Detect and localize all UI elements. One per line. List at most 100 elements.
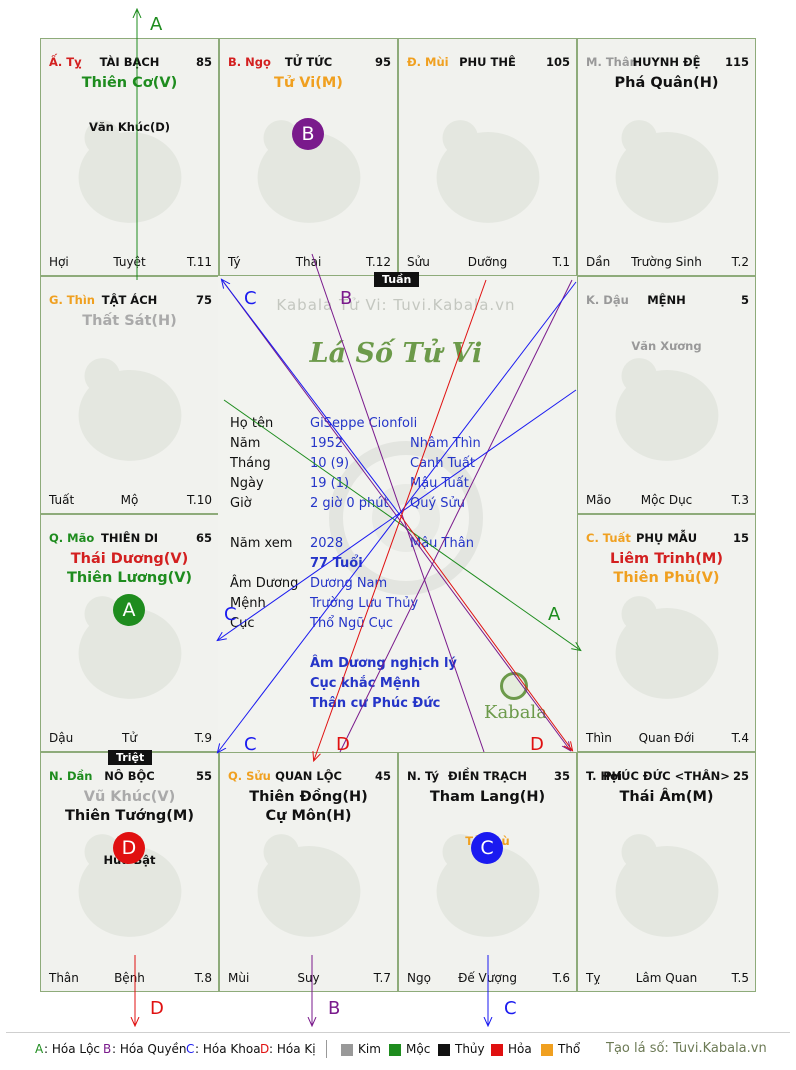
palace-hoi: T. Hợi PHÚC ĐỨC <THÂN> 25 Thái Âm(M) Tỵ Lâm Q… (577, 752, 756, 992)
main-star: Thiên Đồng(H) (249, 789, 368, 805)
palace-score: 115 (724, 55, 749, 69)
label-d-center: D (336, 734, 350, 755)
transform-marker-d: D (113, 832, 145, 864)
element-swatch (491, 1044, 503, 1056)
chart-note: Thân cư Phúc Đức (310, 696, 441, 711)
palace-bottom-left: Thìn (586, 731, 612, 745)
transform-marker-b: B (292, 118, 324, 150)
palace-bottom-right: T.1 (552, 255, 570, 269)
palace-name: PHÚC ĐỨC <THÂN> (603, 769, 730, 783)
palace-bottom-right: T.12 (366, 255, 391, 269)
palace-bottom-right: T.9 (194, 731, 212, 745)
palace-name: TẬT ÁCH (101, 293, 158, 307)
element-swatch (541, 1044, 553, 1056)
triet-marker: Triệt (108, 750, 153, 765)
palace-bottom-center: Mộ (120, 493, 139, 507)
palace-stem-branch: C. Tuất (586, 531, 631, 545)
hoa-khoa-line-3 (218, 389, 577, 640)
main-star: Vũ Khúc(V) (83, 789, 176, 805)
element-swatch (438, 1044, 450, 1056)
palace-bottom-center: Suy (297, 971, 320, 985)
hoa-loc-line-2 (223, 399, 580, 650)
main-star: Cự Môn(H) (265, 808, 352, 824)
zodiac-animal-watermark (615, 120, 719, 223)
palace-mao: Q. Mão THIÊN DI 65 Thái Dương(V) Thiên Lương… (40, 514, 219, 752)
zodiac-animal-watermark (257, 120, 361, 223)
zodiac-animal-watermark (615, 834, 719, 937)
zodiac-animal-watermark (78, 596, 182, 699)
palace-score: 95 (374, 55, 391, 69)
zodiac-animal-watermark (436, 834, 540, 937)
info-value: GiSeppe Cionfoli (310, 416, 418, 431)
palace-bottom-right: T.7 (373, 971, 391, 985)
hoa-quyen-line-4 (339, 279, 573, 753)
main-star: Thiên Phủ(V) (613, 570, 720, 586)
element-label: Mộc (406, 1042, 431, 1056)
legend-key-b: B (103, 1042, 112, 1056)
palace-name: PHU THÊ (459, 55, 516, 69)
palace-ti: Ấ. Tỵ TÀI BẠCH 85 Thiên Cơ(V) Văn Khúc(D) Hợi… (40, 38, 219, 276)
palace-bottom-left: Sửu (407, 255, 430, 269)
palace-name: TỬ TỨC (284, 55, 333, 69)
palace-stem-branch: Đ. Mùi (407, 55, 449, 69)
info-label: Ngày (230, 476, 264, 491)
palace-stem-branch: Q. Mão (49, 531, 95, 545)
zodiac-animal-watermark (78, 358, 182, 461)
palace-name: PHỤ MẪU (635, 531, 698, 545)
legend-label: : Hóa Khoa (195, 1042, 261, 1056)
palace-name: THIÊN DI (100, 531, 159, 545)
hoa-quyen-line-3 (221, 279, 570, 750)
palace-name: TÀI BẠCH (99, 55, 160, 69)
palace-stem-branch: M. Thân (586, 55, 638, 69)
info-label: Năm (230, 436, 261, 451)
palace-stem-branch: N. Tý (407, 769, 439, 783)
palace-thin: G. Thìn TẬT ÁCH 75 Thất Sát(H) Tuất Mộ T.10 (40, 276, 219, 514)
main-star: Thiên Lương(V) (66, 570, 193, 586)
palace-bottom-right: T.3 (731, 493, 749, 507)
main-star: Tham Lang(H) (429, 789, 546, 805)
main-star: Thái Âm(M) (619, 789, 714, 805)
legend-label: : Hóa Kị (269, 1042, 316, 1056)
info-value: Trường Lưu Thủy (310, 596, 419, 611)
info-value: Thổ Ngũ Cục (310, 616, 394, 631)
chart-note: Cục khắc Mệnh (310, 676, 421, 691)
palace-score: 45 (374, 769, 391, 783)
legend-credit: Tạo lá số: Tuvi.Kabala.vn (606, 1041, 767, 1056)
hoa-ki-line-3 (399, 514, 572, 750)
legend-label: : Hóa Lộc (44, 1042, 101, 1056)
palace-score: 75 (195, 293, 212, 307)
palace-score: 105 (545, 55, 570, 69)
palace-bottom-center: Tuyệt (113, 255, 146, 269)
legend-key-a: A (35, 1042, 44, 1056)
label-c-bottom-left: C (244, 734, 257, 755)
zodiac-animal-watermark (436, 120, 540, 223)
palace-ngo: B. Ngọ TỬ TỨC 95 Tử Vi(M) Tý Thai T.12 (219, 38, 398, 276)
palace-name: HUYNH ĐỆ (632, 55, 701, 69)
tree-icon (500, 672, 528, 700)
hoa-quyen-line-2 (311, 253, 485, 753)
main-star: Liêm Trinh(M) (610, 551, 723, 567)
element-label: Thủy (455, 1042, 485, 1056)
main-star: Thất Sát(H) (82, 313, 177, 329)
legend-key-d: D (260, 1042, 270, 1056)
palace-bottom-right: T.2 (731, 255, 749, 269)
palace-stem-branch: T. Hợi (586, 769, 622, 783)
main-star: Thiên Cơ(V) (81, 75, 178, 91)
palace-bottom-left: Mùi (228, 971, 250, 985)
info-label: Âm Dương (230, 576, 299, 591)
palace-bottom-center: Dưỡng (467, 255, 508, 269)
info-label: Mệnh (230, 596, 266, 611)
palace-stem-branch: B. Ngọ (228, 55, 271, 69)
palace-bottom-left: Hợi (49, 255, 69, 269)
palace-name: QUAN LỘC (275, 769, 342, 783)
palace-name: MỆNH (647, 293, 686, 307)
info-value: 1952 (310, 436, 344, 451)
palace-bottom-left: Thân (49, 971, 79, 985)
info-can-chi: Nhâm Thìn (410, 436, 481, 451)
palace-bottom-right: T.8 (194, 971, 212, 985)
info-value: Dương Nam (310, 576, 388, 591)
palace-bottom-left: Dần (586, 255, 611, 269)
palace-bottom-right: T.4 (731, 731, 749, 745)
info-label: Giờ (230, 496, 252, 511)
info-value: 2 giờ 0 phút (310, 496, 389, 511)
